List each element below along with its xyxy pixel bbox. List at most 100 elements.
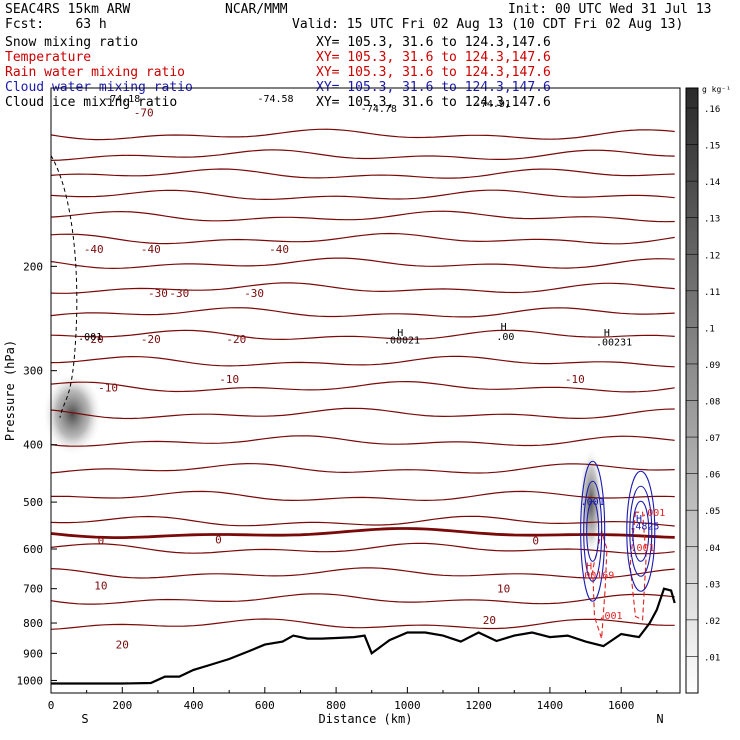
cloud-water-contour — [586, 500, 600, 562]
isotherm-line — [50, 618, 675, 630]
model-title: SEAC4RS 15km ARW — [5, 2, 131, 17]
temperature-contour-label: 0 — [98, 534, 105, 547]
y-axis-label: Pressure (hPa) — [3, 340, 17, 441]
x-tick-label: 1000 — [394, 699, 421, 712]
temperature-contour-label: -10 — [219, 373, 239, 386]
contour-annotation: .001 — [598, 611, 622, 622]
colorbar-tick-label: .12 — [704, 251, 720, 261]
colorbar-tick-label: .03 — [704, 580, 720, 590]
colorbar-tick-label: .11 — [704, 288, 720, 298]
cloud-water-contour — [626, 470, 656, 592]
plot-frame — [50, 87, 681, 694]
colorbar-tick-label: .08 — [704, 398, 720, 408]
contour-annotation: -74.78 — [361, 104, 397, 115]
x-axis-label: Distance (km) — [319, 712, 413, 726]
cloud-water-contour — [583, 480, 603, 582]
contour-annotation: H — [586, 562, 592, 573]
center-label: NCAR/MMM — [225, 2, 288, 17]
contour-annotation: .00021 — [384, 336, 420, 347]
contour-annotation: -74.91 — [475, 99, 511, 110]
isotherm-line — [50, 307, 675, 318]
contour-annotation: -74.18 — [104, 94, 140, 105]
temperature-contour-label: -40 — [269, 243, 289, 256]
y-tick-label: 800 — [23, 617, 43, 630]
isotherm-line — [50, 462, 675, 474]
temperature-contour-label: -10 — [565, 373, 585, 386]
isotherm-line — [50, 435, 675, 447]
forecast-hour: Fcst: 63 h — [5, 17, 107, 32]
y-tick-label: 500 — [23, 496, 43, 509]
south-label: S — [81, 712, 88, 726]
colorbar-units: g kg⁻¹ — [702, 85, 731, 94]
isotherm-line — [50, 282, 675, 294]
temperature-contour-label: 0 — [532, 534, 539, 547]
colorbar-tick-label: .15 — [704, 142, 720, 152]
x-tick-label: 1200 — [465, 699, 492, 712]
temperature-contour-label: -40 — [84, 243, 104, 256]
y-tick-label: 1000 — [17, 674, 44, 687]
temperature-contour-label: -20 — [141, 333, 161, 346]
temperature-contour-label: 10 — [497, 583, 510, 596]
temperature-contour-label: 10 — [94, 580, 107, 593]
cloud-water-contour — [580, 460, 606, 602]
colorbar-tick-label: .1 — [704, 324, 715, 334]
isotherm-line — [50, 168, 675, 179]
colorbar — [685, 87, 699, 694]
temperature-contour-label: -20 — [84, 333, 104, 346]
field-name-temperature: Temperature — [5, 50, 92, 65]
field-xy-temperature: XY= 105.3, 31.6 to 124.3,147.6 — [316, 50, 551, 65]
contour-annotation: .001 — [631, 543, 655, 554]
isotherm-line — [50, 567, 675, 579]
colorbar-tick-label: .01 — [704, 653, 720, 663]
colorbar-tick-label: .05 — [704, 507, 720, 517]
field-name-snow: Snow mixing ratio — [5, 35, 139, 50]
colorbar-tick-label: .04 — [704, 544, 720, 554]
contour-annotation: .00231 — [596, 338, 632, 349]
temperature-contour-label: -70 — [134, 107, 154, 120]
contour-annotation: H — [636, 514, 642, 525]
contour-annotation: -74.58 — [257, 94, 293, 105]
temperature-contour-label: -40 — [141, 243, 161, 256]
temperature-contour-label: 20 — [116, 639, 129, 652]
colorbar-tick-label: .07 — [704, 434, 720, 444]
isotherm-line — [50, 329, 675, 341]
y-tick-label: 700 — [23, 583, 43, 596]
field-name-rain: Rain water mixing ratio — [5, 65, 186, 80]
contour-annotation: .4825 — [629, 522, 659, 533]
y-tick-label: 200 — [23, 260, 43, 273]
temperature-contour-label: -30 — [244, 287, 264, 300]
init-time: Init: 00 UTC Wed 31 Jul 13 — [508, 2, 712, 17]
temperature-contour-label: -30 — [148, 287, 168, 300]
contour-annotation: .001 — [581, 497, 605, 508]
valid-time: Valid: 15 UTC Fri 02 Aug 13 (10 CDT Fri … — [292, 17, 684, 32]
contour-annotation: .00 — [496, 332, 514, 343]
isotherm-line — [50, 355, 675, 368]
isotherm-line — [50, 128, 675, 141]
isotherm-line — [50, 593, 675, 605]
cloud-water-contour — [632, 500, 650, 562]
isotherm-line — [50, 490, 675, 502]
x-tick-label: 400 — [184, 699, 204, 712]
y-tick-label: 600 — [23, 543, 43, 556]
isotherm-line — [50, 380, 675, 393]
isotherm-line — [50, 407, 675, 420]
terrain-surface — [51, 587, 676, 685]
y-tick-label: 400 — [23, 439, 43, 452]
colorbar-tick-label: .14 — [704, 178, 720, 188]
contour-annotation: .001 — [641, 508, 665, 519]
field-xy-cloud-ice: XY= 105.3, 31.6 to 124.3,147.6 — [316, 95, 551, 110]
rain-contour — [629, 511, 647, 621]
contour-annotation: H — [397, 328, 403, 339]
temperature-contour-label: 0 — [215, 533, 222, 546]
colorbar-tick-label: .13 — [704, 215, 720, 225]
isotherm-line — [50, 232, 675, 245]
y-tick-label: 900 — [23, 647, 43, 660]
field-name-cloud-ice: Cloud ice mixing ratio — [5, 95, 178, 110]
isotherm-line — [50, 189, 675, 201]
x-tick-label: 800 — [326, 699, 346, 712]
isotherm-line — [50, 542, 675, 555]
colorbar-tick-label: .02 — [704, 617, 720, 627]
colorbar-tick-label: .06 — [704, 471, 720, 481]
y-tick-label: 300 — [23, 365, 43, 378]
